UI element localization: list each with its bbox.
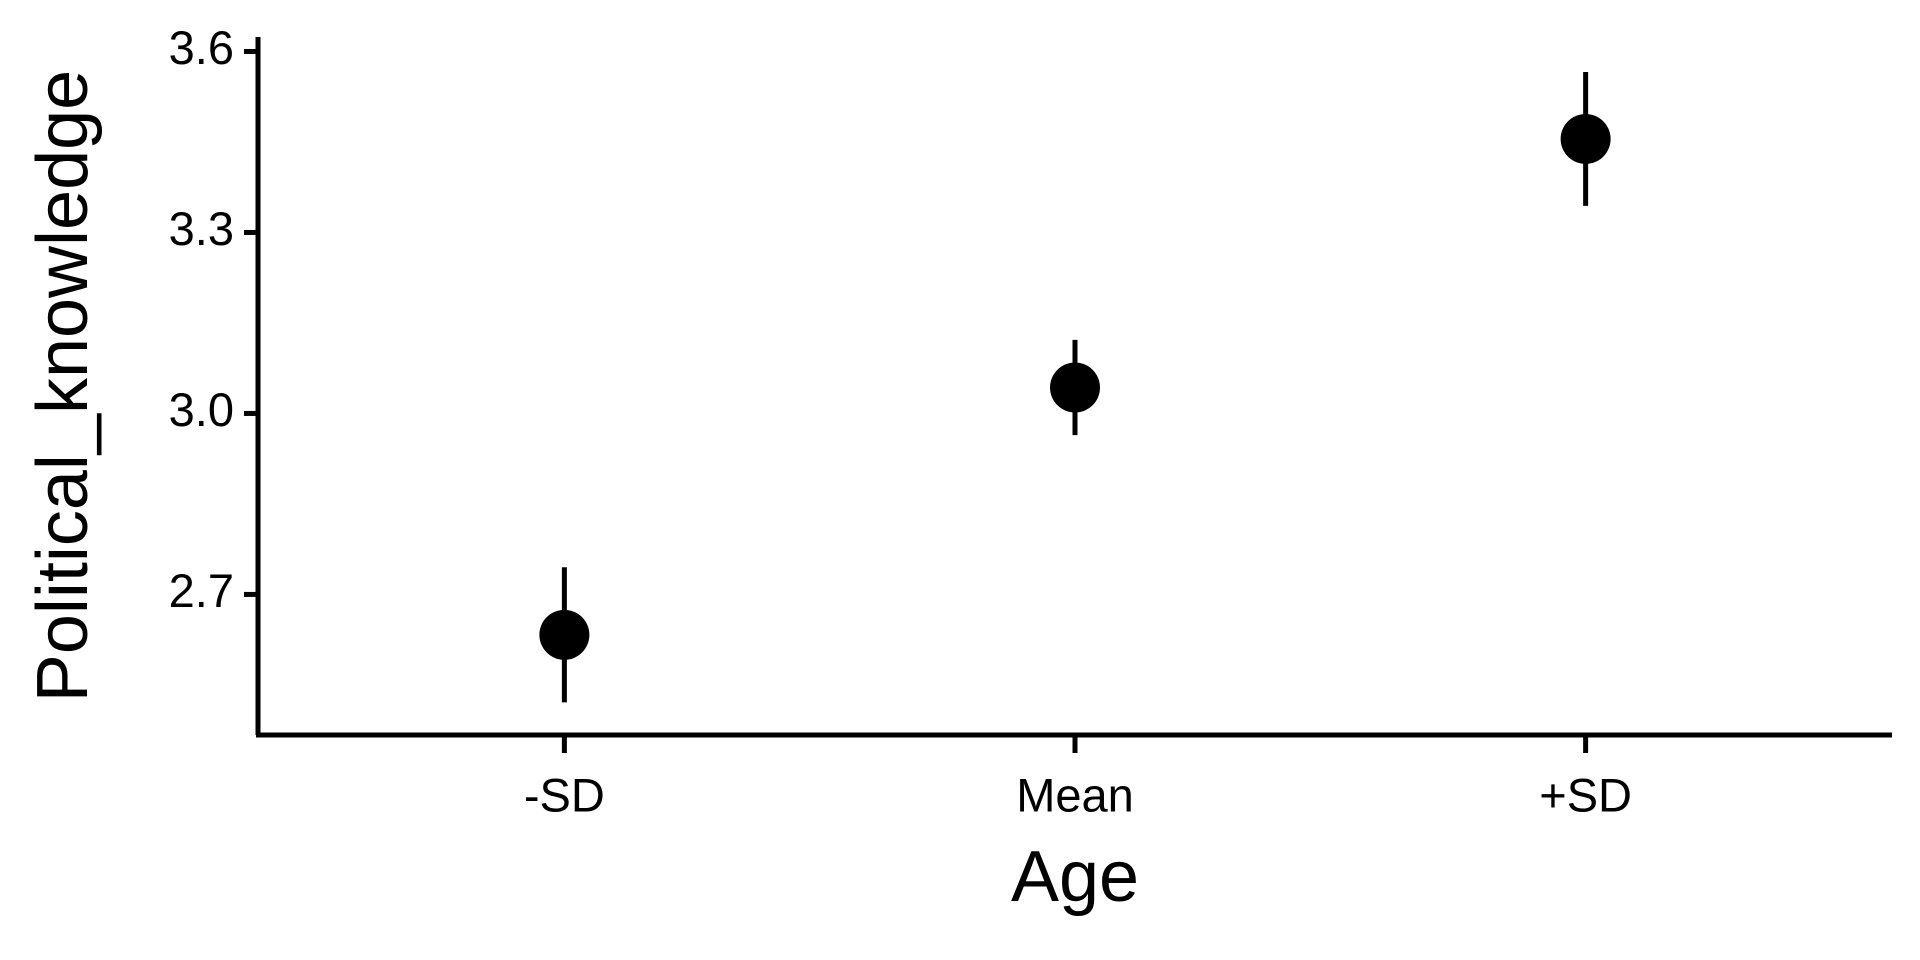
x-tick-label: Mean bbox=[1016, 768, 1134, 821]
x-tick-label: -SD bbox=[524, 768, 605, 821]
point bbox=[539, 609, 590, 660]
y-tick-label: 3.3 bbox=[169, 202, 234, 255]
x-axis-title: Age bbox=[1011, 837, 1139, 917]
y-tick-label: 3.6 bbox=[169, 21, 234, 74]
point bbox=[1560, 113, 1611, 164]
y-tick-label: 3.0 bbox=[169, 383, 234, 436]
y-axis-title: Political_knowledge bbox=[23, 70, 103, 702]
y-tick-label: 2.7 bbox=[169, 564, 234, 617]
x-tick-label: +SD bbox=[1539, 768, 1632, 821]
point bbox=[1050, 362, 1100, 413]
